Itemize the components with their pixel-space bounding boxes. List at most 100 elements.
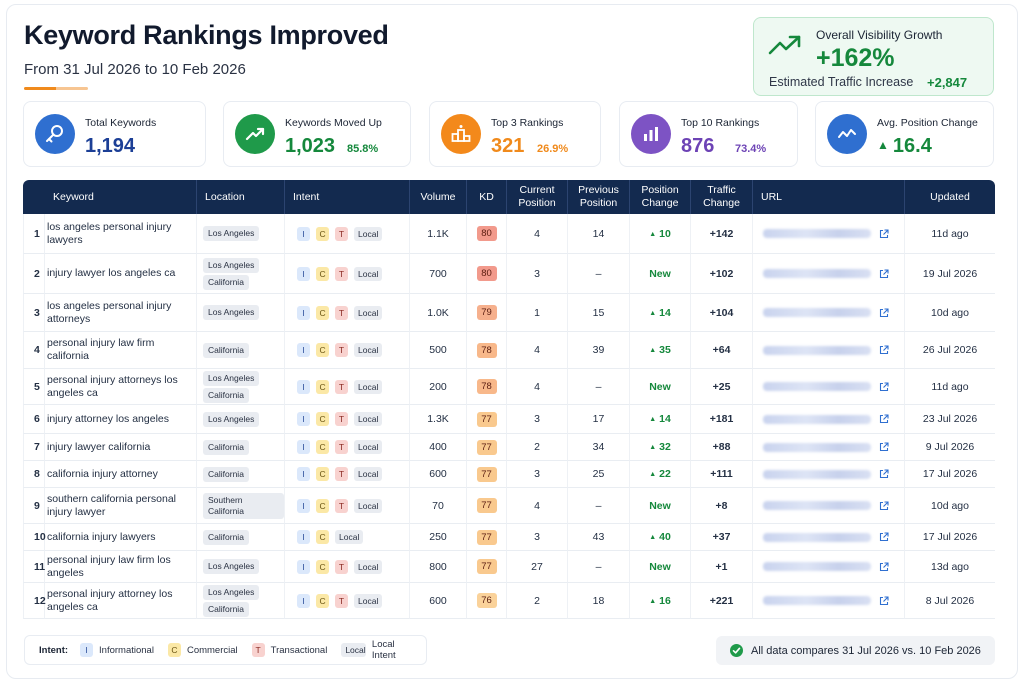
updated-date: 9 Jul 2026 xyxy=(905,434,996,461)
url-link-blurred[interactable] xyxy=(763,501,872,511)
intent-badge-commercial: C xyxy=(316,498,330,513)
position-change-cell: ▲ 35 xyxy=(630,332,692,369)
intent-cell: I C T Local xyxy=(285,461,411,488)
location-cell: Los Angeles California xyxy=(197,369,286,405)
location-cell: California xyxy=(197,332,286,369)
column-header-url[interactable]: URL xyxy=(753,180,906,214)
column-header-current-position[interactable]: Current Position xyxy=(507,180,569,214)
column-header-volume[interactable]: Volume xyxy=(410,180,468,214)
url-link-blurred[interactable] xyxy=(763,308,872,318)
intent-badge-local: Local xyxy=(354,343,383,357)
intent-cell: I C T Local xyxy=(285,294,411,332)
position-change-value: 16 xyxy=(659,594,671,607)
table-row[interactable]: 7 injury lawyer california California I C T Lo… xyxy=(23,434,996,461)
table-row[interactable]: 8 california injury attorney California I C T… xyxy=(23,461,996,488)
table-row[interactable]: 12 personal injury attorney los angeles c… xyxy=(23,583,996,619)
keyword-link[interactable]: personal injury law firm los angeles xyxy=(45,551,198,583)
keyword-link[interactable]: personal injury law firm california xyxy=(45,332,198,369)
position-change-cell: New xyxy=(630,551,692,583)
external-link-icon[interactable] xyxy=(879,414,889,424)
table-row[interactable]: 4 personal injury law firm california Cali… xyxy=(23,332,996,369)
current-position: 3 xyxy=(507,405,569,434)
kd-cell: 77 xyxy=(467,551,508,583)
updated-date: 17 Jul 2026 xyxy=(905,461,996,488)
kpi-value: ▲ 16.4 xyxy=(877,135,932,158)
column-header-location[interactable]: Location xyxy=(197,180,286,214)
url-link-blurred[interactable] xyxy=(763,562,872,572)
keyword-link[interactable]: personal injury attorney los angeles ca xyxy=(45,583,198,619)
url-link-blurred[interactable] xyxy=(763,596,872,606)
url-link-blurred[interactable] xyxy=(763,229,872,239)
external-link-icon[interactable] xyxy=(879,382,889,392)
traffic-change: +37 xyxy=(691,524,754,551)
column-header-traffic-change[interactable]: Traffic Change xyxy=(691,180,754,214)
url-link-blurred[interactable] xyxy=(763,442,872,452)
keyword-link[interactable]: southern california personal injury lawy… xyxy=(45,488,198,524)
url-link-blurred[interactable] xyxy=(763,345,872,355)
keyword-link[interactable]: injury lawyer los angeles ca xyxy=(45,254,198,294)
volume-value: 800 xyxy=(410,551,468,583)
external-link-icon[interactable] xyxy=(879,442,889,452)
external-link-icon[interactable] xyxy=(879,501,889,511)
location-tag: Los Angeles xyxy=(203,370,260,386)
column-header-keyword[interactable]: Keyword xyxy=(23,180,198,214)
current-position: 4 xyxy=(507,332,569,369)
keyword-link[interactable]: california injury attorney xyxy=(45,461,198,488)
column-header-intent[interactable]: Intent xyxy=(285,180,411,214)
volume-value: 200 xyxy=(410,369,468,405)
intent-cell: I C T Local xyxy=(285,488,411,524)
keyword-link[interactable]: injury lawyer california xyxy=(45,434,198,461)
table-row[interactable]: 9 southern california personal injury law… xyxy=(23,488,996,524)
external-link-icon[interactable] xyxy=(879,308,889,318)
external-link-icon[interactable] xyxy=(879,532,889,542)
keyword-link[interactable]: los angeles personal injury lawyers xyxy=(45,214,198,254)
intent-badge-local: Local xyxy=(354,467,383,481)
table-row[interactable]: 11 personal injury law firm los angeles Lo… xyxy=(23,551,996,583)
intent-badge-local: Local xyxy=(335,530,364,544)
external-link-icon[interactable] xyxy=(879,345,889,355)
kpi-label: Keywords Moved Up xyxy=(285,117,382,129)
updated-date: 23 Jul 2026 xyxy=(905,405,996,434)
intent-cell: I C T Local xyxy=(285,405,411,434)
intent-badge-informational: I xyxy=(297,530,311,544)
table-row[interactable]: 3 los angeles personal injury attorneys Lo… xyxy=(23,294,996,332)
column-header-position-change[interactable]: Position Change xyxy=(630,180,692,214)
url-cell xyxy=(753,488,906,524)
url-link-blurred[interactable] xyxy=(763,414,872,424)
column-header-updated[interactable]: Updated xyxy=(905,180,996,214)
location-tag: Los Angeles xyxy=(203,584,260,600)
external-link-icon[interactable] xyxy=(879,596,889,606)
url-link-blurred[interactable] xyxy=(763,532,872,542)
column-header-kd[interactable]: KD xyxy=(467,180,508,214)
location-cell: Los Angeles xyxy=(197,405,286,434)
kpi-card-top-10-rankings: Top 10 Rankings 876 73.4% xyxy=(619,101,798,167)
table-row[interactable]: 2 injury lawyer los angeles ca Los Angeles… xyxy=(23,254,996,294)
table-row[interactable]: 6 injury attorney los angeles Los Angeles I… xyxy=(23,405,996,434)
traffic-change: +102 xyxy=(691,254,754,294)
keyword-link[interactable]: california injury lawyers xyxy=(45,524,198,551)
intent-badge-commercial: C xyxy=(316,440,330,454)
keyword-link[interactable]: los angeles personal injury attorneys xyxy=(45,294,198,332)
external-link-icon[interactable] xyxy=(879,469,889,479)
previous-position: 34 xyxy=(568,434,631,461)
table-row[interactable]: 10 california injury lawyers California I C L… xyxy=(23,524,996,551)
table-row[interactable]: 5 personal injury attorneys los angeles c… xyxy=(23,369,996,405)
keyword-link[interactable]: injury attorney los angeles xyxy=(45,405,198,434)
kpi-percent: 26.9% xyxy=(537,143,569,155)
external-link-icon[interactable] xyxy=(879,562,889,572)
kd-cell: 77 xyxy=(467,524,508,551)
keyword-link[interactable]: personal injury attorneys los angeles ca xyxy=(45,369,198,405)
location-cell: Los Angeles California xyxy=(197,254,286,294)
external-link-icon[interactable] xyxy=(879,269,889,279)
column-header-previous-position[interactable]: Previous Position xyxy=(568,180,631,214)
intent-badge-commercial: C xyxy=(316,266,330,281)
updated-date: 11d ago xyxy=(905,369,996,405)
url-link-blurred[interactable] xyxy=(763,382,872,392)
external-link-icon[interactable] xyxy=(879,229,889,239)
kd-badge: 80 xyxy=(476,226,497,241)
url-link-blurred[interactable] xyxy=(763,469,872,479)
previous-position: – xyxy=(568,551,631,583)
url-link-blurred[interactable] xyxy=(763,269,872,279)
table-row[interactable]: 1 los angeles personal injury lawyers Los … xyxy=(23,214,996,254)
row-number: 6 xyxy=(23,405,45,434)
